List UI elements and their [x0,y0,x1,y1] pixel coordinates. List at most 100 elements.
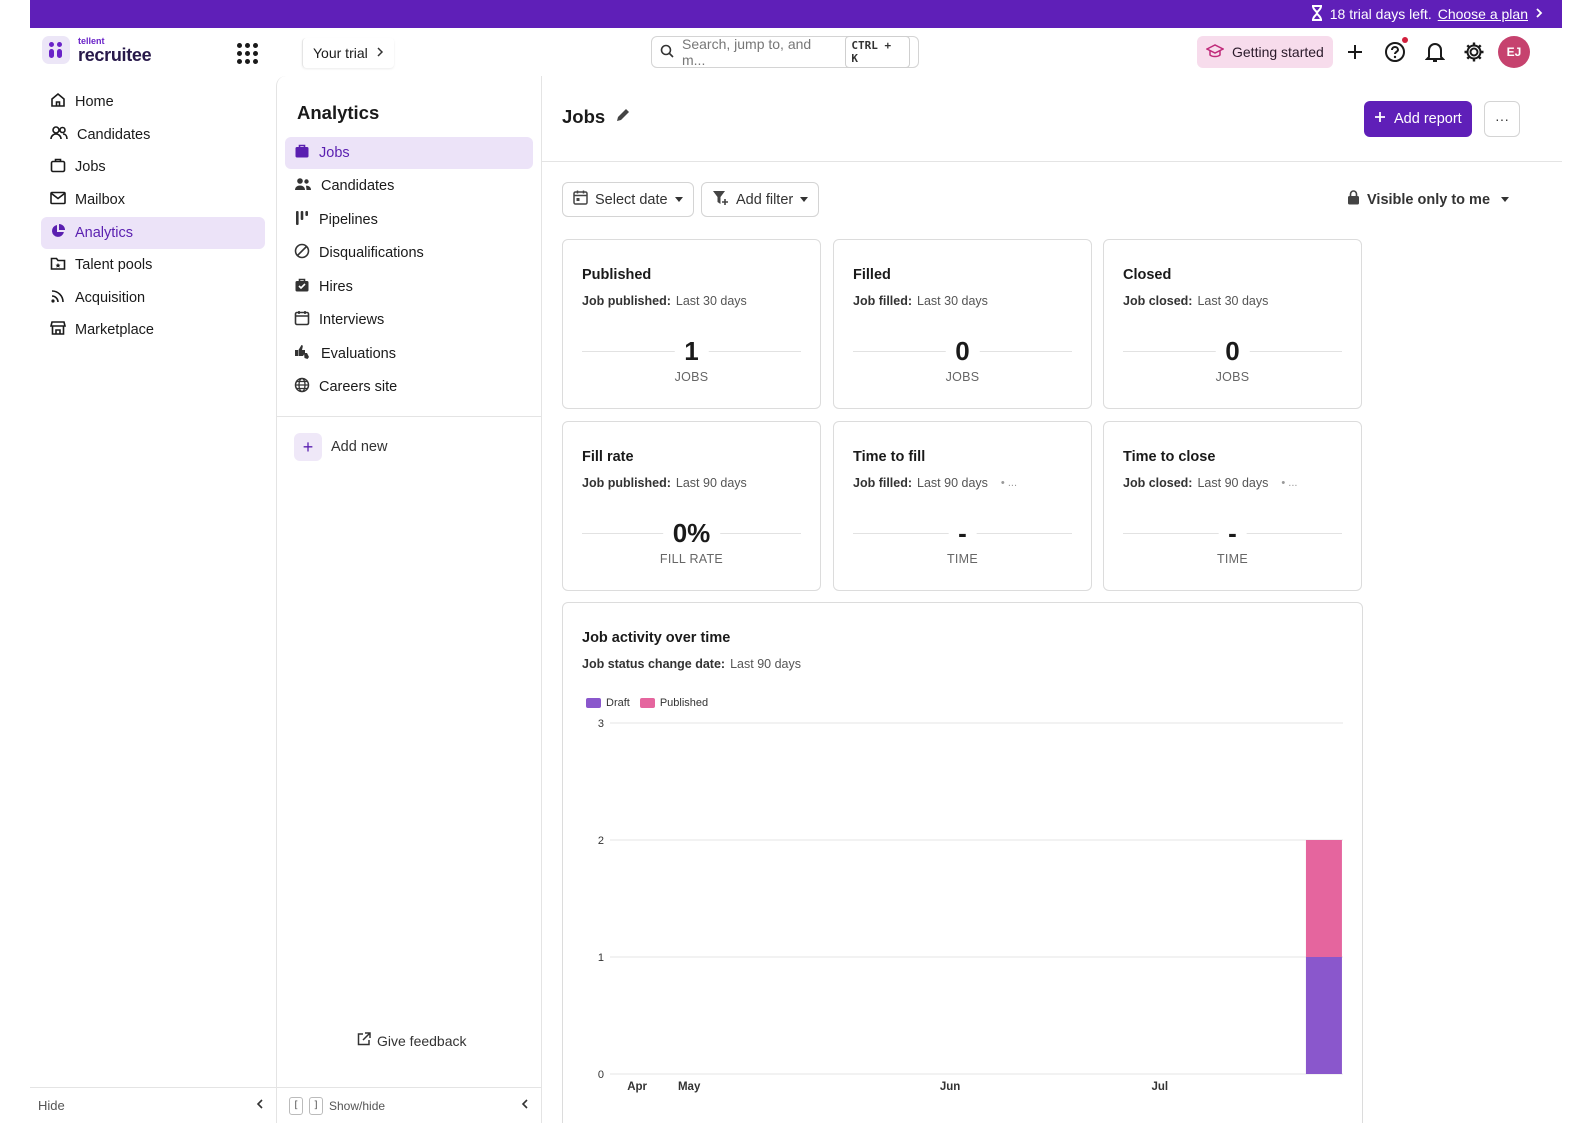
metric-card-time-to-close[interactable]: Time to close Job closed: Last 90 days • .… [1103,421,1362,591]
thumbs-icon [294,344,312,364]
sidebar-item-marketplace[interactable]: Marketplace [41,314,265,346]
logo-brand-name: recruitee [78,44,152,65]
add-new-label: Add new [331,439,388,455]
metric-value: - [1218,518,1247,548]
analytics-item-label: Interviews [319,312,385,328]
sidebar-item-home[interactable]: Home [41,86,265,118]
analytics-item-jobs[interactable]: Jobs [285,137,533,169]
app-logo[interactable]: tellent recruitee [42,36,152,65]
global-search-input[interactable]: Search, jump to, and m... CTRL + K [651,36,919,68]
y-tick-label: 0 [598,1069,604,1081]
metric-filter: Job published: Last 30 days [582,294,747,308]
metric-title: Time to close [1123,449,1216,465]
sidebar-item-analytics[interactable]: Analytics [41,217,265,249]
metric-value: 1 [674,336,709,366]
user-avatar[interactable]: EJ [1498,36,1530,68]
analytics-item-label: Disqualifications [319,245,424,261]
analytics-item-pipelines[interactable]: Pipelines [285,204,533,236]
plus-icon[interactable] [1343,40,1367,64]
notification-dot [1402,37,1408,43]
chart-legend: Draft Published [586,697,712,709]
metric-title: Time to fill [853,449,926,465]
chevron-left-icon[interactable] [521,1098,529,1113]
getting-started-button[interactable]: Getting started [1197,36,1333,68]
visibility-label: Visible only to me [1367,191,1491,208]
add-new-report-button[interactable]: + Add new [294,433,387,461]
metric-card-published[interactable]: Published Job published: Last 30 days 1 J… [562,239,821,409]
x-tick-label: Jun [940,1081,960,1093]
hide-sidebar-label[interactable]: Hide [38,1098,65,1113]
analytics-item-disqualifications[interactable]: Disqualifications [285,237,533,269]
filter-plus-icon [712,190,729,210]
trial-banner: 18 trial days left. Choose a plan [30,0,1562,28]
pencil-icon[interactable] [615,106,631,128]
mail-icon [50,191,66,209]
caret-down-icon [1501,197,1510,202]
pie-chart-icon [50,223,66,243]
metric-unit: JOBS [1215,370,1250,384]
bracket-close-key: ] [309,1096,323,1115]
panel-divider [277,416,541,417]
bar-segment-draft [1305,957,1342,1074]
metric-filter: Job filled: Last 90 days • ... [853,476,1017,490]
gear-icon[interactable] [1462,40,1486,64]
metric-filter: Job closed: Last 30 days [1123,294,1269,308]
job-activity-chart-card[interactable]: Job activity over time Job status change… [562,602,1363,1123]
calendar-icon [294,310,310,330]
analytics-item-interviews[interactable]: Interviews [285,304,533,336]
metric-unit: JOBS [674,370,709,384]
sidebar-item-acquisition[interactable]: Acquisition [41,282,265,314]
page-title-text: Jobs [562,106,606,127]
metric-value: 0 [1215,336,1250,366]
apps-grid-icon[interactable] [234,40,260,66]
sidebar-item-jobs[interactable]: Jobs [41,151,265,183]
add-report-label: Add report [1394,111,1462,127]
choose-plan-link[interactable]: Choose a plan [1437,6,1528,22]
metric-filter: Job published: Last 90 days [582,476,747,490]
select-date-button[interactable]: Select date [562,182,694,217]
x-tick-label: Apr [627,1081,647,1093]
bell-icon[interactable] [1423,40,1447,64]
pipeline-icon [294,210,310,230]
metric-value: 0 [945,336,980,366]
metric-value: - [948,518,977,548]
give-feedback-label: Give feedback [377,1032,467,1049]
add-filter-label: Add filter [736,191,794,208]
home-icon [50,92,66,112]
sidebar-item-candidates[interactable]: Candidates [41,119,265,151]
chevron-right-icon[interactable] [1534,6,1544,22]
add-report-button[interactable]: Add report [1364,101,1472,137]
metric-card-filled[interactable]: Filled Job filled: Last 30 days 0 JOBS [833,239,1092,409]
analytics-panel-title: Analytics [297,102,380,123]
visibility-dropdown[interactable]: Visible only to me [1347,190,1510,209]
caret-down-icon [800,197,809,202]
metric-card-fill-rate[interactable]: Fill rate Job published: Last 90 days 0% … [562,421,821,591]
y-tick-label: 3 [598,718,604,730]
legend-entry-published[interactable]: Published [639,697,708,709]
analytics-item-label: Candidates [321,178,395,194]
metric-card-time-to-fill[interactable]: Time to fill Job filled: Last 90 days • ..… [833,421,1092,591]
metric-title: Fill rate [582,449,634,465]
folder-star-icon [50,256,66,275]
sidebar-item-mailbox[interactable]: Mailbox [41,184,265,216]
help-icon[interactable] [1383,37,1408,64]
more-options-button[interactable]: ··· [1484,101,1520,137]
sidebar-item-talent-pools[interactable]: Talent pools [41,249,265,281]
metric-card-closed[interactable]: Closed Job closed: Last 30 days 0 JOBS [1103,239,1362,409]
give-feedback-link[interactable]: Give feedback [357,1032,467,1049]
add-filter-button[interactable]: Add filter [701,182,820,217]
analytics-item-hires[interactable]: Hires [285,271,533,303]
job-activity-chart: 0 1 2 3 Apr May Jun Jul [598,718,1343,1093]
briefcase-icon [50,157,66,177]
your-trial-button[interactable]: Your trial [302,38,394,68]
show-hide-label[interactable]: Show/hide [329,1098,386,1113]
analytics-item-candidates[interactable]: Candidates [285,170,533,202]
your-trial-label: Your trial [313,45,368,61]
x-tick-label: May [678,1081,701,1093]
legend-label: Draft [606,697,630,709]
analytics-item-careers-site[interactable]: Careers site [285,371,533,403]
calendar-icon [573,190,588,209]
analytics-item-evaluations[interactable]: Evaluations [285,338,533,370]
legend-entry-draft[interactable]: Draft [586,697,630,709]
chevron-left-icon[interactable] [256,1098,264,1113]
